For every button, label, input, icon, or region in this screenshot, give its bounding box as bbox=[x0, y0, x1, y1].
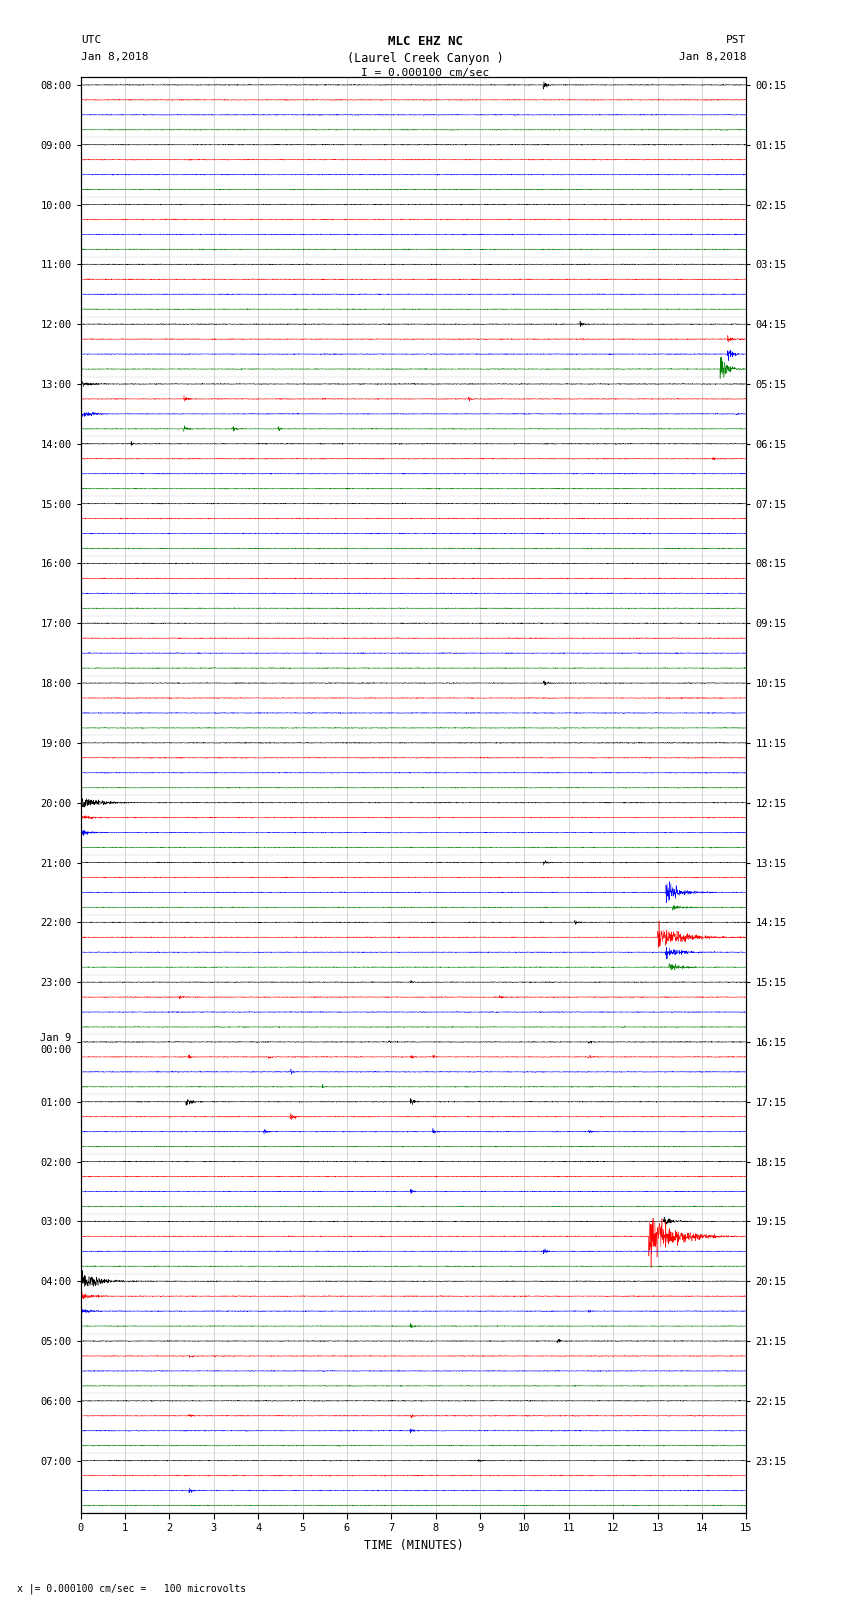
Text: Jan 8,2018: Jan 8,2018 bbox=[679, 52, 746, 61]
Text: PST: PST bbox=[726, 35, 746, 45]
Text: x |= 0.000100 cm/sec =   100 microvolts: x |= 0.000100 cm/sec = 100 microvolts bbox=[17, 1582, 246, 1594]
Text: UTC: UTC bbox=[81, 35, 101, 45]
Text: Jan 8,2018: Jan 8,2018 bbox=[81, 52, 148, 61]
Text: (Laurel Creek Canyon ): (Laurel Creek Canyon ) bbox=[347, 52, 503, 65]
Text: I = 0.000100 cm/sec: I = 0.000100 cm/sec bbox=[361, 68, 489, 77]
X-axis label: TIME (MINUTES): TIME (MINUTES) bbox=[364, 1539, 463, 1552]
Text: MLC EHZ NC: MLC EHZ NC bbox=[388, 35, 462, 48]
